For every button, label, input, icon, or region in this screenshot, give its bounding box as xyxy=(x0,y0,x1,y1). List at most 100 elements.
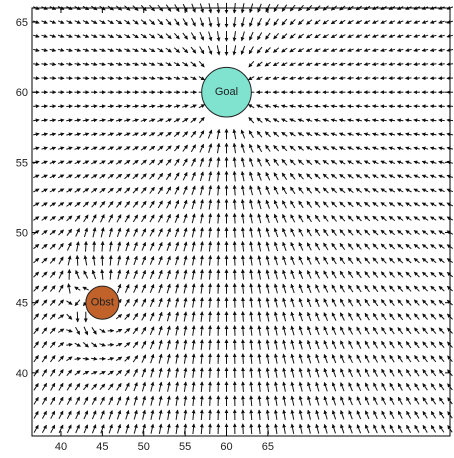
field-arrow-504 xyxy=(166,186,172,195)
field-arrow-317 xyxy=(116,200,122,208)
field-arrow-201 xyxy=(83,214,89,223)
field-arrow-618 xyxy=(199,325,204,336)
field-arrow-1398 xyxy=(414,341,420,349)
field-arrow-430 xyxy=(150,353,155,364)
field-arrow-1077 xyxy=(322,62,329,66)
field-arrow-453 xyxy=(148,33,156,39)
field-arrow-830 xyxy=(256,46,263,54)
field-arrow-1401 xyxy=(413,299,420,306)
field-arrow-291 xyxy=(107,132,115,137)
field-arrow-1132 xyxy=(339,160,346,165)
y-tick-label-55: 55 xyxy=(16,157,28,169)
field-arrow-685 xyxy=(216,184,221,196)
field-arrow-470 xyxy=(157,227,163,237)
field-arrow-1218 xyxy=(364,257,371,264)
field-arrow-939 xyxy=(290,255,295,265)
field-arrow-1099 xyxy=(331,187,338,194)
field-arrow-1167 xyxy=(347,104,354,109)
field-arrow-588 xyxy=(191,311,196,322)
field-arrow-1309 xyxy=(389,285,395,292)
field-arrow-525 xyxy=(175,325,180,336)
field-arrow-1163 xyxy=(347,160,354,165)
field-arrow-1084 xyxy=(331,395,337,406)
field-arrow-1142 xyxy=(339,19,346,25)
field-arrow-1249 xyxy=(372,257,379,264)
field-arrow-487 xyxy=(166,423,171,434)
field-arrow-136 xyxy=(67,255,72,266)
field-arrow-1068 xyxy=(322,187,329,194)
field-arrow-466 xyxy=(158,283,163,294)
field-arrow-1280 xyxy=(380,257,387,264)
field-arrow-48 xyxy=(41,188,48,193)
field-arrow-1251 xyxy=(372,229,379,236)
field-arrow-832 xyxy=(257,17,262,27)
field-arrow-853 xyxy=(265,158,271,167)
field-arrow-255 xyxy=(100,240,105,252)
field-arrow-165 xyxy=(74,286,81,291)
field-arrow-304 xyxy=(116,382,122,391)
field-arrow-1234 xyxy=(363,34,371,38)
field-arrow-768 xyxy=(240,45,246,55)
field-arrow-1186 xyxy=(356,270,362,279)
field-arrow-513 xyxy=(165,62,172,66)
field-arrow-1307 xyxy=(389,313,395,321)
field-arrow-56 xyxy=(41,76,49,81)
field-arrow-1131 xyxy=(339,173,346,179)
field-arrow-1390 xyxy=(405,20,412,24)
field-arrow-1388 xyxy=(405,48,412,52)
field-arrow-649 xyxy=(208,325,213,336)
field-arrow-1269 xyxy=(381,410,387,420)
field-arrow-1015 xyxy=(305,62,313,66)
field-arrow-565 xyxy=(183,199,188,209)
field-arrow-1156 xyxy=(347,256,354,264)
field-arrow-655 xyxy=(208,240,213,252)
field-arrow-989 xyxy=(306,423,311,434)
field-arrow-683 xyxy=(216,212,221,224)
field-arrow-1332 xyxy=(397,396,403,405)
field-arrow-162 xyxy=(75,326,81,335)
field-arrow-1331 xyxy=(397,410,403,419)
field-arrow-829 xyxy=(256,61,263,67)
field-arrow-408 xyxy=(141,228,147,237)
field-arrow-1211 xyxy=(364,354,370,363)
field-arrow-800 xyxy=(249,31,254,41)
field-arrow-594 xyxy=(191,227,196,238)
field-arrow-608 xyxy=(190,32,196,41)
field-arrow-1114 xyxy=(340,409,345,420)
field-arrow-644 xyxy=(208,395,213,406)
field-arrow-1245 xyxy=(372,312,379,321)
field-arrow-299 xyxy=(107,19,114,25)
field-arrow-1095 xyxy=(331,242,337,251)
field-arrow-1184 xyxy=(356,298,362,307)
field-arrow-942 xyxy=(290,214,296,223)
field-arrow-367 xyxy=(133,368,138,377)
field-arrow-20 xyxy=(33,146,40,151)
obstacle-label: Obst xyxy=(91,297,114,309)
field-arrow-337 xyxy=(124,355,131,362)
field-arrow-606 xyxy=(190,61,197,67)
field-arrow-1381 xyxy=(405,146,412,151)
field-arrow-1180 xyxy=(356,354,362,363)
field-arrow-940 xyxy=(290,241,295,251)
field-arrow-122 xyxy=(57,20,65,24)
field-arrow-1299 xyxy=(389,424,395,434)
field-arrow-62 xyxy=(50,424,56,434)
field-arrow-398 xyxy=(141,367,146,378)
field-arrow-1441 xyxy=(421,174,429,179)
field-arrow-170 xyxy=(74,214,81,222)
field-arrow-465 xyxy=(158,297,163,308)
field-arrow-220 xyxy=(91,383,98,391)
field-arrow-1405 xyxy=(413,243,420,250)
field-arrow-37 xyxy=(41,341,48,349)
field-arrow-111 xyxy=(57,174,65,179)
field-arrow-1155 xyxy=(347,270,354,279)
field-arrow-645 xyxy=(208,381,213,392)
field-arrow-1067 xyxy=(322,201,329,208)
field-arrow-898 xyxy=(282,395,287,406)
field-arrow-1375 xyxy=(405,229,412,235)
field-arrow-1031 xyxy=(315,270,320,279)
field-arrow-831 xyxy=(257,32,263,41)
field-arrow-0 xyxy=(33,424,39,433)
field-arrow-45 xyxy=(41,229,48,235)
y-tick-label-50: 50 xyxy=(16,228,28,240)
